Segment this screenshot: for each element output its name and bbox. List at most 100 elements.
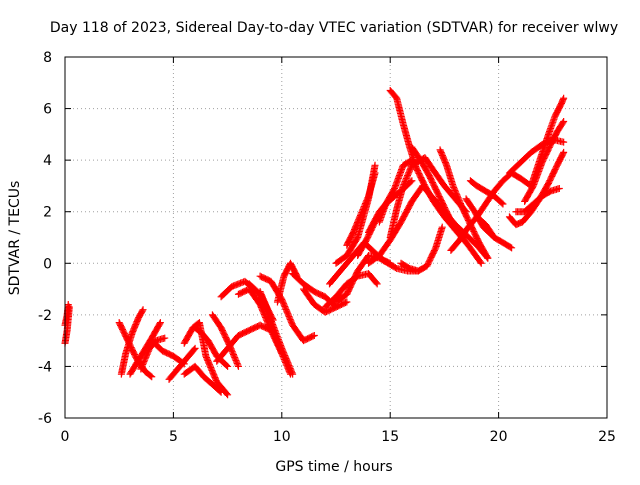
data-point (286, 369, 294, 377)
y-tick-label: -6 (38, 411, 52, 427)
data-point (233, 359, 241, 367)
series-5 (137, 334, 169, 373)
data-point (360, 204, 368, 212)
x-tick-label: 0 (61, 429, 70, 445)
data-point (141, 355, 149, 363)
data-point (476, 258, 484, 266)
data-point (560, 138, 568, 146)
data-point (230, 352, 238, 360)
y-tick-label: -4 (38, 359, 52, 375)
data-point (190, 346, 198, 354)
data-point (278, 350, 286, 358)
data-point (555, 185, 563, 193)
data-point (452, 189, 460, 197)
data-point (281, 357, 289, 365)
data-point (360, 203, 368, 211)
data-point (401, 178, 409, 186)
data-point (456, 198, 464, 206)
series-12 (213, 321, 275, 365)
data-point (508, 244, 516, 252)
series-43 (521, 117, 568, 205)
data-point (283, 361, 291, 369)
plot-frame (64, 56, 608, 419)
data-point (64, 301, 72, 309)
data-point (229, 351, 237, 359)
data-point (341, 299, 349, 307)
data-point (191, 344, 199, 352)
data-point (361, 200, 369, 208)
series-39 (466, 177, 507, 208)
data-point (358, 208, 366, 216)
data-point (139, 361, 147, 369)
data-point (477, 259, 485, 267)
data-point (140, 358, 148, 366)
data-point (142, 353, 150, 361)
data-point (228, 346, 236, 354)
x-tick-label: 15 (381, 429, 399, 445)
data-point (560, 94, 568, 102)
data-point (453, 192, 461, 200)
series-16 (256, 288, 294, 378)
data-point (405, 167, 413, 175)
data-point (371, 161, 379, 169)
data-point (156, 319, 164, 327)
data-points (61, 87, 568, 399)
y-tick-label: 6 (43, 102, 52, 118)
y-tick-label: 8 (43, 50, 52, 66)
data-point (279, 352, 287, 360)
data-point (498, 199, 506, 207)
series-31 (386, 87, 485, 267)
data-point (285, 367, 293, 375)
data-point (343, 298, 351, 306)
data-point (357, 210, 365, 218)
data-point (224, 391, 232, 399)
data-point (453, 191, 461, 199)
data-point (363, 195, 371, 203)
series-35 (436, 146, 492, 262)
data-point (402, 176, 410, 184)
x-tick-label: 20 (490, 429, 508, 445)
series-29 (375, 156, 416, 226)
data-point (373, 280, 381, 288)
data-point (310, 331, 318, 339)
data-point (309, 332, 317, 340)
data-point (282, 358, 290, 366)
data-point (499, 200, 507, 208)
data-point (372, 279, 380, 287)
data-point (359, 206, 367, 214)
data-point (229, 349, 237, 357)
data-point (399, 182, 407, 190)
data-point (451, 186, 459, 194)
data-point (559, 150, 567, 158)
data-point (438, 223, 446, 231)
data-point (138, 362, 146, 370)
series-38 (473, 169, 535, 221)
data-point (156, 320, 164, 328)
data-point (404, 170, 412, 178)
x-axis-label: GPS time / hours (275, 459, 392, 475)
y-tick-label: 4 (43, 153, 52, 169)
chart-title: Day 118 of 2023, Sidereal Day-to-day VTE… (50, 20, 618, 36)
data-point (402, 175, 410, 183)
data-point (404, 172, 412, 180)
data-point (484, 254, 492, 262)
data-point (139, 306, 147, 314)
data-point (560, 117, 568, 125)
series-9 (180, 362, 225, 396)
data-point (361, 201, 369, 209)
data-point (142, 352, 150, 360)
data-point (483, 253, 491, 261)
x-tick-label: 10 (273, 429, 291, 445)
data-point (234, 362, 242, 370)
data-point (141, 356, 149, 364)
x-tick-label: 5 (169, 429, 178, 445)
data-point (144, 349, 152, 357)
data-point (363, 197, 371, 205)
data-point (216, 387, 224, 395)
data-point (450, 185, 458, 193)
series-41 (505, 148, 568, 229)
data-point (283, 363, 291, 371)
